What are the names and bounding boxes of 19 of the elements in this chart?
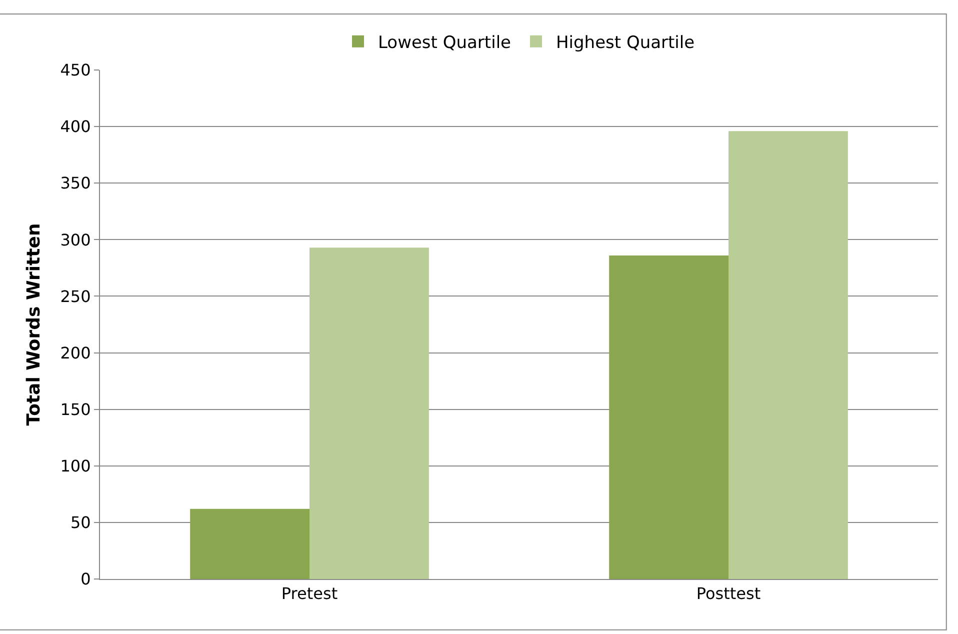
y-tick-label: 350 (60, 174, 91, 193)
legend-label: Highest Quartile (556, 33, 695, 53)
y-tick-label: 250 (60, 286, 91, 306)
y-tick-label: 300 (60, 230, 91, 250)
bar (728, 131, 848, 579)
bar (310, 248, 429, 579)
bar (609, 256, 728, 579)
y-tick-label: 200 (60, 343, 91, 362)
y-tick-label: 450 (60, 60, 91, 80)
y-tick-label: 0 (80, 570, 91, 589)
y-tick-label: 50 (70, 513, 91, 532)
legend-label: Lowest Quartile (378, 33, 511, 53)
bar (190, 508, 310, 579)
y-tick-label: 150 (60, 400, 91, 419)
x-tick-label: Pretest (281, 584, 338, 604)
x-tick-label: Posttest (696, 584, 761, 604)
y-tick-label: 400 (60, 117, 91, 136)
y-tick-label: 100 (60, 456, 91, 476)
y-axis-title: Total Words Written (23, 223, 44, 426)
